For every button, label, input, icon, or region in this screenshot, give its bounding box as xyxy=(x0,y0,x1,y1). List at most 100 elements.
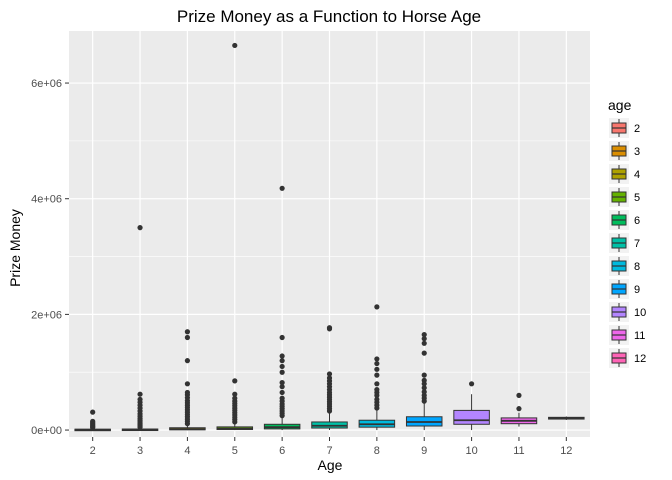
legend-label: 9 xyxy=(634,284,640,296)
y-tick-label: 6e+06 xyxy=(31,78,62,90)
outlier-point xyxy=(421,389,427,395)
x-axis: 2 3 4 5 6 7 8 9 10 11 12 xyxy=(90,437,572,457)
box xyxy=(453,409,490,425)
outlier-point xyxy=(279,384,285,390)
outlier-point xyxy=(184,381,191,387)
legend-item-12: 12 xyxy=(609,348,646,368)
outlier-point xyxy=(279,334,285,341)
box-group-8 xyxy=(358,304,396,431)
box-group-2 xyxy=(74,409,111,432)
legend-item-5: 5 xyxy=(609,187,640,207)
outlier-point xyxy=(374,386,380,393)
legend-label: 11 xyxy=(634,330,645,342)
x-tick-label: 10 xyxy=(465,445,477,457)
legend-label: 8 xyxy=(634,261,640,273)
outlier-point xyxy=(137,396,143,403)
outlier-point xyxy=(137,391,143,397)
x-tick-label: 9 xyxy=(421,445,427,457)
outlier-point xyxy=(184,389,191,396)
outlier-point xyxy=(421,340,427,346)
x-tick-label: 5 xyxy=(232,445,238,457)
legend-item-8: 8 xyxy=(609,256,640,276)
outlier-point xyxy=(90,409,96,415)
box-group-7 xyxy=(311,325,348,431)
outlier-point xyxy=(279,358,285,364)
outlier-point xyxy=(421,350,427,356)
outlier-point xyxy=(232,395,238,401)
legend-label: 4 xyxy=(634,169,640,181)
legend-item-7: 7 xyxy=(609,233,640,253)
outlier-point xyxy=(184,358,191,364)
legend-label: 5 xyxy=(634,192,640,204)
outlier-point xyxy=(279,380,285,386)
outlier-point xyxy=(279,389,285,396)
outlier-point xyxy=(421,377,427,383)
box-group-11 xyxy=(500,392,538,427)
y-tick-label: 2e+06 xyxy=(31,309,62,321)
outlier-point xyxy=(279,369,285,375)
outlier-point xyxy=(421,336,427,342)
outlier-point xyxy=(232,391,238,397)
legend-item-11: 11 xyxy=(609,325,645,345)
outlier-point xyxy=(468,381,475,387)
legend-label: 2 xyxy=(634,123,640,135)
outlier-point xyxy=(326,375,333,381)
outlier-point xyxy=(374,304,380,310)
x-tick-label: 7 xyxy=(326,445,332,457)
legend-label: 3 xyxy=(634,146,640,158)
outlier-point xyxy=(421,332,427,338)
x-tick-label: 3 xyxy=(137,445,143,457)
plot-panel xyxy=(69,31,590,437)
outlier-point xyxy=(137,225,143,231)
y-tick-label: 4e+06 xyxy=(31,194,62,206)
outlier-point xyxy=(326,325,333,331)
outlier-point xyxy=(374,396,380,403)
x-tick-label: 12 xyxy=(560,445,572,457)
y-tick-label: 0e+00 xyxy=(31,425,62,437)
x-tick-label: 2 xyxy=(90,445,96,457)
box-group-4 xyxy=(169,329,206,431)
legend-item-10: 10 xyxy=(609,302,646,322)
x-tick-label: 11 xyxy=(513,445,524,457)
legend-label: 10 xyxy=(634,307,646,319)
outlier-point xyxy=(516,406,522,412)
box-group-10 xyxy=(453,381,490,431)
y-axis-title: Prize Money xyxy=(7,209,23,287)
outlier-point xyxy=(232,378,238,384)
legend-item-3: 3 xyxy=(609,141,640,161)
outlier-point xyxy=(279,363,285,370)
box-group-3 xyxy=(121,225,159,432)
outlier-point xyxy=(421,385,427,391)
outlier-point xyxy=(184,329,191,335)
x-tick-label: 8 xyxy=(374,445,380,457)
outlier-point xyxy=(374,356,380,362)
outlier-point xyxy=(374,381,380,387)
outlier-point xyxy=(184,334,191,341)
legend-item-6: 6 xyxy=(609,210,640,230)
legend-label: 7 xyxy=(634,238,640,250)
box-group-12 xyxy=(548,416,585,420)
outlier-point xyxy=(279,185,285,191)
outlier-point xyxy=(279,353,285,359)
outlier-point xyxy=(279,395,285,401)
legend: age 2 3 4 5 6 7 8 9 10 11 12 xyxy=(608,97,646,368)
outlier-point xyxy=(516,392,522,398)
box-group-5 xyxy=(216,42,254,431)
chart-title: Prize Money as a Function to Horse Age xyxy=(177,7,481,26)
legend-item-9: 9 xyxy=(609,279,640,299)
legend-label: 12 xyxy=(634,353,646,365)
box-group-6 xyxy=(263,185,301,431)
x-tick-label: 4 xyxy=(184,445,190,457)
legend-title: age xyxy=(608,97,632,113)
legend-item-2: 2 xyxy=(609,118,640,138)
x-tick-label: 6 xyxy=(279,445,285,457)
outlier-point xyxy=(232,42,238,49)
y-axis: 0e+00 2e+06 4e+06 6e+06 xyxy=(31,78,69,437)
x-axis-title: Age xyxy=(318,457,343,473)
outlier-point xyxy=(421,372,427,378)
outlier-point xyxy=(374,360,380,367)
outlier-point xyxy=(90,418,96,424)
box-group-9 xyxy=(405,332,443,431)
legend-label: 6 xyxy=(634,215,640,227)
